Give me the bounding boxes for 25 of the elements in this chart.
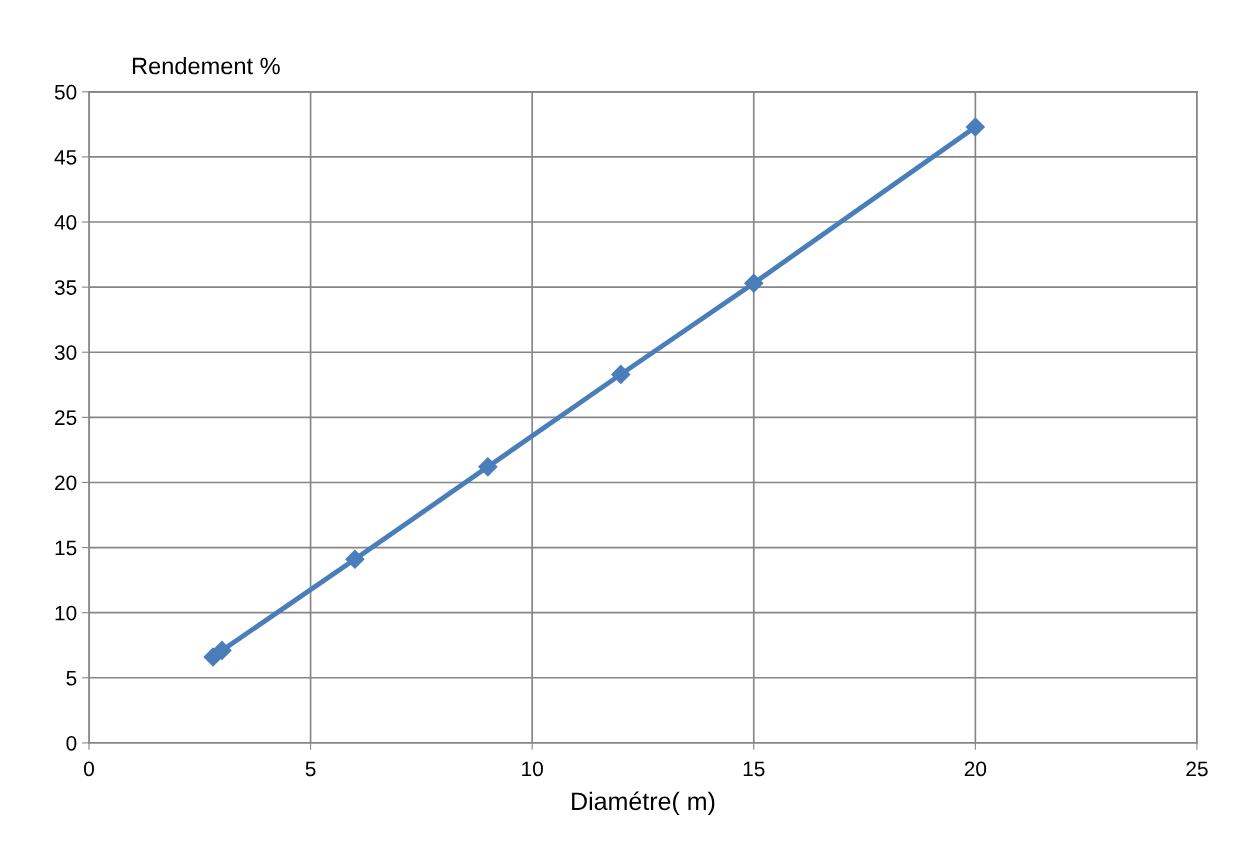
y-tick-label: 45 <box>54 150 77 165</box>
y-tick-label: 15 <box>55 540 77 556</box>
point <box>478 457 498 477</box>
point <box>345 549 365 569</box>
y-tick-label: 40 <box>54 215 77 230</box>
y-tick-label: 30 <box>54 345 77 360</box>
y-tick-label: 35 <box>54 280 77 295</box>
x-tick-label: 15 <box>743 761 765 777</box>
x-tick-label: 0 <box>84 761 94 777</box>
x-tick-label: 5 <box>305 761 316 777</box>
point <box>212 640 232 660</box>
y-tick-label: 50 <box>54 84 77 100</box>
y-tick-label: 0 <box>66 735 77 751</box>
x-tick-label: 25 <box>1186 761 1208 777</box>
y-tick-label: 5 <box>66 671 77 686</box>
y-tick-label: 10 <box>55 605 77 621</box>
x-tick-label: 20 <box>964 761 987 777</box>
y-tick-label: 25 <box>55 410 77 426</box>
y-axis-title: Rendement % <box>132 57 280 75</box>
point <box>744 273 764 293</box>
x-axis-title: Diamétre( m) <box>572 791 715 816</box>
point <box>965 117 985 137</box>
x-tick-label: 10 <box>522 761 543 777</box>
point <box>611 364 631 384</box>
y-tick-label: 20 <box>55 475 77 491</box>
